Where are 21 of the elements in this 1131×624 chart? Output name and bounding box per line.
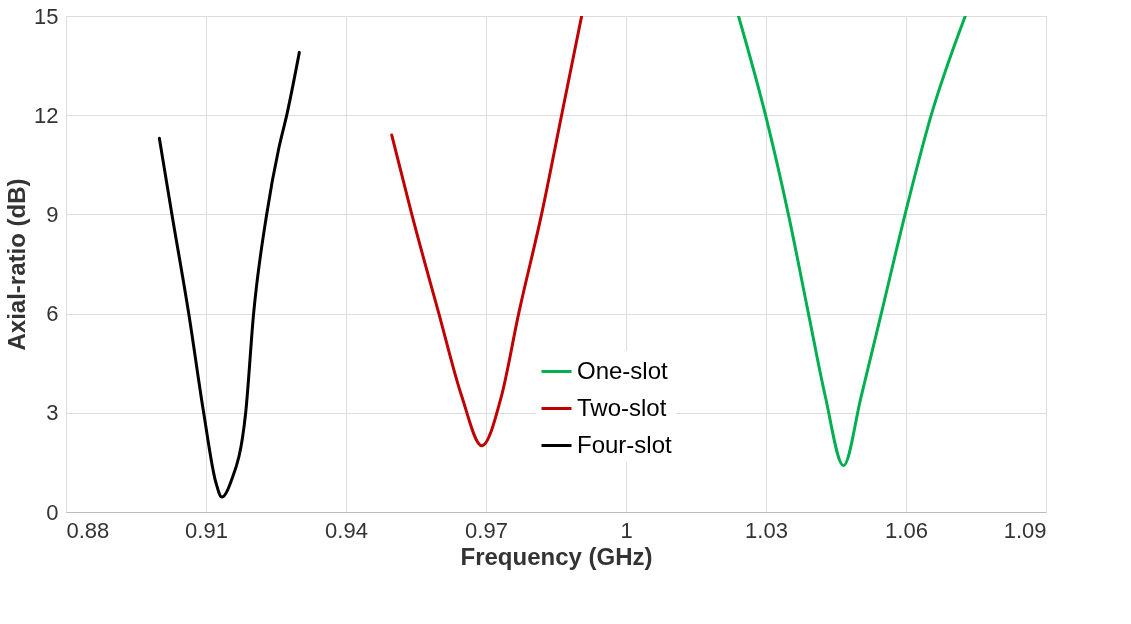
legend-label: Four-slot [577, 430, 673, 458]
x-tick-label: 0.97 [465, 517, 508, 543]
x-axis-title: Frequency (GHz) [460, 542, 653, 570]
y-tick-label: 12 [34, 102, 59, 128]
x-tick-label: 0.94 [325, 517, 368, 543]
x-tick-label: 1.03 [745, 517, 788, 543]
y-tick-label: 0 [46, 499, 59, 525]
y-tick-label: 6 [46, 301, 59, 327]
line-series [736, 16, 967, 468]
line-series [157, 50, 301, 499]
y-tick-label: 3 [46, 400, 59, 426]
y-tick-label: 9 [46, 201, 59, 227]
x-tick-label: 1 [620, 517, 633, 543]
legend-label: One-slot [577, 356, 669, 384]
y-axis-title: Axial-ratio (dB) [3, 178, 31, 351]
y-tick-label: 15 [34, 3, 59, 29]
legend-label: Two-slot [577, 393, 667, 421]
x-tick-label: 1.09 [1003, 517, 1047, 543]
x-tick-label: 1.06 [885, 517, 928, 543]
x-tick-label: 0.88 [66, 517, 110, 543]
x-tick-label: 0.91 [185, 517, 228, 543]
